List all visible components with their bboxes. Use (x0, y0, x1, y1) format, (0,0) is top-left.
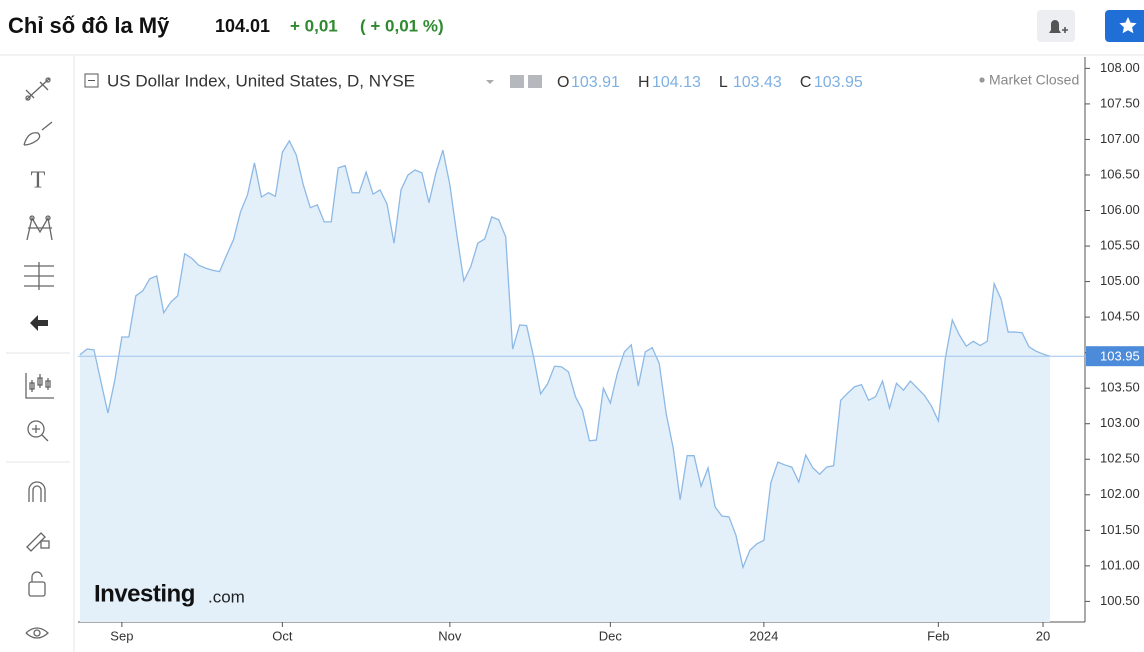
ohlc-value: 103.95 (814, 74, 863, 91)
settings-icon[interactable] (510, 75, 524, 88)
y-tick-label: 101.00 (1100, 557, 1140, 572)
zoom-tool[interactable] (27, 420, 49, 442)
y-tick-label: 103.50 (1100, 380, 1140, 395)
watermark-brand: Investing (94, 580, 195, 607)
last-price-box (1086, 346, 1144, 367)
y-tick-label: 102.50 (1100, 451, 1140, 466)
svg-text:T: T (31, 168, 46, 194)
y-tick-label: 105.00 (1100, 273, 1140, 288)
x-tick-label: Nov (438, 628, 462, 643)
y-tick-label: 103.00 (1100, 415, 1140, 430)
last-price-label: 103.95 (1100, 349, 1140, 364)
y-tick-label: 106.00 (1100, 202, 1140, 217)
change: + 0,01 (290, 16, 338, 35)
page-title: Chỉ số đô la Mỹ (8, 13, 170, 38)
brush-tool[interactable] (23, 121, 53, 146)
series-layer (78, 139, 1085, 623)
x-tick-label: Oct (272, 628, 293, 643)
x-tick-label: Sep (110, 628, 133, 643)
price: 104.01 (215, 16, 270, 36)
y-tick-label: 107.00 (1100, 131, 1140, 146)
ohlc-label: C (800, 74, 812, 91)
pattern-tool[interactable] (26, 215, 53, 241)
y-tick-label: 102.00 (1100, 486, 1140, 501)
area (80, 140, 1050, 623)
trend-line-tool[interactable] (25, 77, 51, 101)
x-tick-label: 20 (1036, 628, 1050, 643)
fib-tool[interactable] (24, 262, 54, 290)
settings-icon[interactable] (528, 75, 542, 88)
y-tick-label: 106.50 (1100, 166, 1140, 181)
y-tick-label: 104.50 (1100, 309, 1140, 324)
alert-button[interactable] (1037, 10, 1075, 42)
x-tick-label: 2024 (749, 628, 778, 643)
market-status: Market Closed (989, 72, 1079, 88)
ohlc-label: H (638, 74, 650, 91)
ohlc-value: 104.13 (652, 74, 701, 91)
watermark-suffix: .com (208, 587, 245, 606)
status-dot (979, 77, 985, 83)
text-tool[interactable]: T (31, 168, 46, 194)
y-tick-label: 100.50 (1100, 593, 1140, 608)
ohlc-value: 103.91 (571, 74, 620, 91)
line (79, 139, 1051, 570)
collapse-legend[interactable] (84, 73, 99, 88)
ohlc-label: L (719, 74, 728, 91)
ohlc-legend: O 103.91 H 104.13 L 103.43 C 103.95 (557, 74, 863, 91)
indicators-tool[interactable] (25, 373, 54, 399)
lock-tool[interactable] (28, 571, 46, 597)
toolbar: T (6, 56, 75, 652)
y-tick-label: 105.50 (1100, 237, 1140, 252)
magnet-tool[interactable] (28, 481, 46, 502)
watchlist-button[interactable] (1105, 10, 1144, 42)
y-tick-label: 108.00 (1100, 60, 1140, 75)
change-percent: ( + 0,01 %) (360, 16, 444, 35)
collapse-button[interactable] (30, 315, 48, 331)
chart-title: US Dollar Index, United States, D, NYSE (107, 71, 415, 90)
ohlc-value: 103.43 (733, 74, 782, 91)
title-dropdown[interactable] (486, 80, 494, 84)
ohlc-label: O (557, 74, 569, 91)
lock-drawing-tool[interactable] (26, 532, 50, 552)
y-tick-label: 107.50 (1100, 95, 1140, 110)
y-tick-label: 101.50 (1100, 522, 1140, 537)
x-tick-label: Feb (927, 628, 949, 643)
x-tick-label: Dec (599, 628, 623, 643)
visibility-tool[interactable] (25, 627, 49, 639)
